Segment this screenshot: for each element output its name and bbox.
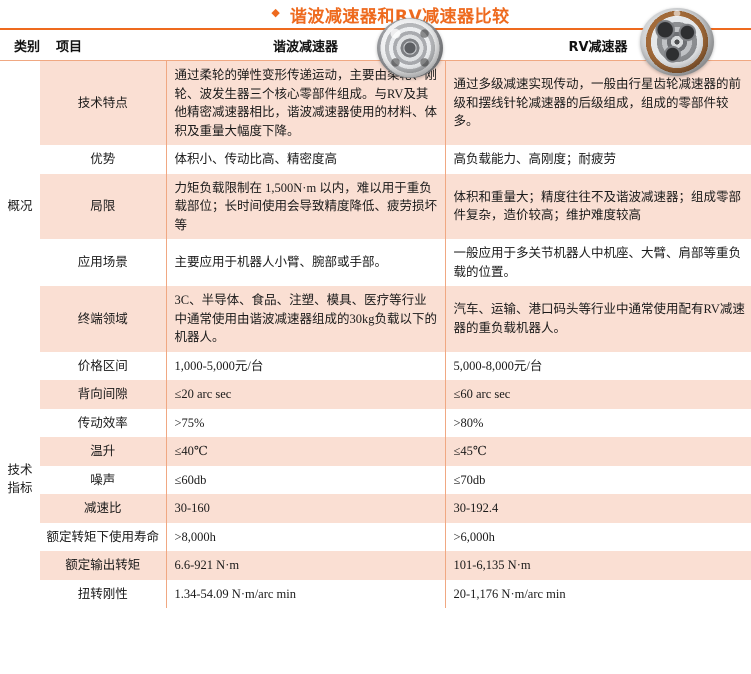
cell-rv: ≤70db (444, 465, 751, 494)
category-label: 概况 (7, 198, 33, 213)
cell-item: 终端领域 (40, 286, 166, 352)
table-row: 额定转矩下使用寿命 >8,000h >6,000h (0, 522, 751, 551)
table-row: 技术指标 价格区间 1,000-5,000元/台 5,000-8,000元/台 (0, 351, 751, 495)
cell-rv: 汽车、运输、港口码头等行业中通常使用配有RV减速器的重负载机器人。 (444, 286, 751, 352)
page-title: 谐波减速器和RV减速器比较 (289, 6, 510, 27)
cell-harmonic: 力矩负载限制在 1,500N·m 以内，难以用于重负载部位；长时间使用会导致精度… (165, 173, 445, 239)
bullet-icon: ◆ (271, 6, 280, 19)
cell-harmonic: 30-160 (165, 494, 445, 523)
cell-item: 应用场景 (40, 239, 166, 286)
header-item: 项目 (40, 28, 166, 61)
cell-rv: 20-1,176 N·m/arc min (444, 579, 751, 608)
table-row: 减速比 30-160 30-192.4 (0, 494, 751, 523)
cell-rv: 30-192.4 (444, 494, 751, 523)
cell-harmonic: >8,000h (165, 522, 445, 551)
cell-rv: 一般应用于多关节机器人中机座、大臂、肩部等重负载的位置。 (444, 239, 751, 286)
cell-rv: 高负载能力、高刚度；耐疲劳 (444, 145, 751, 174)
table-row: 背向间隙 ≤20 arc sec ≤60 arc sec (0, 380, 751, 409)
cell-item: 噪声 (40, 465, 166, 494)
cell-item: 价格区间 (40, 351, 166, 380)
cell-rv: >80% (444, 408, 751, 437)
header-harmonic: 谐波减速器 (166, 28, 445, 61)
cell-item: 温升 (40, 437, 166, 466)
table-row: 终端领域 3C、半导体、食品、注塑、模具、医疗等行业中通常使用由谐波减速器组成的3… (0, 286, 751, 352)
table-row: 局限 力矩负载限制在 1,500N·m 以内，难以用于重负载部位；长时间使用会导致… (0, 173, 751, 239)
table-row: 额定输出转矩 6.6-921 N·m 101-6,135 N·m (0, 551, 751, 580)
cell-item: 额定输出转矩 (40, 551, 166, 580)
cell-harmonic: 1,000-5,000元/台 (165, 351, 445, 380)
cell-rv: 5,000-8,000元/台 (444, 351, 751, 380)
table-row: 概况 技术特点 通过柔轮的弹性变形传递运动，主要由柔轮、刚轮、波发生器三个核心零部件… (0, 60, 751, 213)
cell-rv: 通过多级减速实现传动，一般由行星齿轮减速器的前级和摆线针轮减速器的后级组成，组成… (444, 60, 751, 145)
category-label-line: 技术 (7, 463, 33, 478)
cell-harmonic: ≤20 arc sec (165, 380, 445, 409)
cell-harmonic: 通过柔轮的弹性变形传递运动，主要由柔轮、刚轮、波发生器三个核心零部件组成。与RV… (165, 60, 445, 145)
table-header-row: 类别 项目 谐波减速器 RV减速器 (0, 28, 751, 61)
table-row: 扭转刚性 1.34-54.09 N·m/arc min 20-1,176 N·m/a… (0, 579, 751, 608)
cell-item: 额定转矩下使用寿命 (40, 522, 166, 551)
cell-item: 技术特点 (40, 60, 166, 145)
cell-rv: ≤60 arc sec (444, 380, 751, 409)
cell-rv: >6,000h (444, 522, 751, 551)
table-body: 概况 技术特点 通过柔轮的弹性变形传递运动，主要由柔轮、刚轮、波发生器三个核心零部件… (0, 60, 751, 608)
cell-rv: ≤45℃ (444, 437, 751, 466)
cell-harmonic: 体积小、传动比高、精密度高 (165, 145, 445, 174)
cell-item: 传动效率 (40, 408, 166, 437)
cell-item: 减速比 (40, 494, 166, 523)
comparison-table: 类别 项目 谐波减速器 RV减速器 概况 技术特点 通过柔轮的弹性变形传递运动，主要… (0, 28, 751, 608)
cell-item: 背向间隙 (40, 380, 166, 409)
table-row: 优势 体积小、传动比高、精密度高 高负载能力、高刚度；耐疲劳 (0, 145, 751, 174)
cell-harmonic: >75% (165, 408, 445, 437)
cell-harmonic: 1.34-54.09 N·m/arc min (165, 579, 445, 608)
cell-harmonic: ≤60db (165, 465, 445, 494)
cell-harmonic: 主要应用于机器人小臂、腕部或手部。 (165, 239, 445, 286)
cell-item: 扭转刚性 (40, 579, 166, 608)
table-row: 噪声 ≤60db ≤70db (0, 465, 751, 494)
cell-rv: 体积和重量大；精度往往不及谐波减速器；组成零部件复杂，造价较高；维护难度较高 (444, 173, 751, 239)
cell-item: 局限 (40, 173, 166, 239)
cell-rv: 101-6,135 N·m (444, 551, 751, 580)
table-header: 类别 项目 谐波减速器 RV减速器 (0, 28, 751, 61)
table-row: 温升 ≤40℃ ≤45℃ (0, 437, 751, 466)
header-category: 类别 (0, 28, 40, 61)
table-row: 应用场景 主要应用于机器人小臂、腕部或手部。 一般应用于多关节机器人中机座、大臂、肩… (0, 239, 751, 286)
table-row: 传动效率 >75% >80% (0, 408, 751, 437)
header-rv: RV减速器 (445, 28, 751, 61)
category-label-line: 指标 (7, 480, 33, 495)
category-label: 技术 指标 (0, 352, 40, 609)
cell-harmonic: ≤40℃ (165, 437, 445, 466)
cell-harmonic: 3C、半导体、食品、注塑、模具、医疗等行业中通常使用由谐波减速器组成的30kg负… (165, 286, 445, 352)
cell-harmonic: 6.6-921 N·m (165, 551, 445, 580)
cell-item: 优势 (40, 145, 166, 174)
page-title-bar: ◆ 谐波减速器和RV减速器比较 (0, 0, 751, 28)
